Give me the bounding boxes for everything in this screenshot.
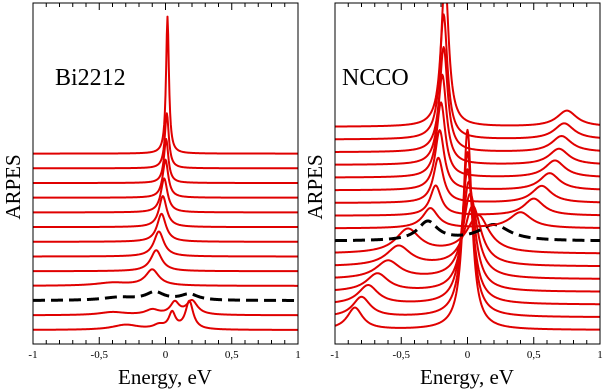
- bi2212-spectrum-curve: [33, 298, 298, 317]
- bi2212-panel-label: Bi2212: [55, 65, 126, 91]
- ncco-plot-area: -1 -0,5 0 0,5 1: [330, 2, 603, 361]
- bi2212-x-tick-label: 0,5: [225, 349, 239, 361]
- bi2212-spectrum-curve: [33, 212, 298, 243]
- bi2212-spectrum-curve: [33, 230, 298, 258]
- bi2212-spectrum-curve: [33, 112, 298, 170]
- ncco-spectrum-curve: [335, 13, 600, 141]
- bi2212-x-tick-label: 0: [163, 349, 169, 361]
- bi2212-spectrum-curve: [33, 249, 298, 273]
- bi2212-y-axis-title: ARPES: [1, 154, 25, 219]
- bi2212-panel: -1 -0,5 0 0,5 1 Bi2212 Energy, eV ARPES: [1, 2, 301, 389]
- ncco-spectrum-curve: [335, 128, 600, 331]
- ncco-y-axis-title: ARPES: [303, 154, 327, 219]
- bi2212-spectrum-curve: [33, 177, 298, 214]
- ncco-panel-label: NCCO: [342, 65, 409, 91]
- ncco-spectrum-curve: [335, 184, 600, 217]
- ncco-spectrum-curve: [335, 204, 600, 268]
- ncco-spectrum-curve: [335, 151, 600, 318]
- ncco-spectrum-curve: [335, 213, 600, 255]
- bi2212-spectrum-curve: [33, 195, 298, 229]
- ncco-spectrum-curve: [335, 168, 600, 306]
- ncco-spectrum-curve: [335, 73, 600, 166]
- bi2212-spectrum-curve: [33, 15, 298, 155]
- ncco-x-tick-label: 1: [597, 349, 603, 361]
- bi2212-spectrum-curve: [33, 158, 298, 199]
- ncco-spectrum-curve: [335, 156, 600, 204]
- ncco-spectrum-curve: [335, 46, 600, 153]
- ncco-dashed-curve: [335, 219, 600, 243]
- bi2212-x-tick-label: 1: [295, 349, 301, 361]
- ncco-x-tick-label: 0: [465, 349, 471, 361]
- bi2212-spectrum-curve: [33, 268, 298, 287]
- bi2212-x-axis-title: Energy, eV: [118, 365, 212, 389]
- bi2212-dashed-curve: [33, 289, 298, 302]
- ncco-x-tick-label: 0,5: [527, 349, 541, 361]
- ncco-x-tick-label: -1: [330, 349, 339, 361]
- bi2212-x-tick-label: -1: [28, 349, 37, 361]
- ncco-spectrum-curve: [335, 101, 600, 179]
- bi2212-x-tick-label: -0,5: [91, 349, 109, 361]
- bi2212-spectrum-curve: [33, 138, 298, 184]
- ncco-panel: -1 -0,5 0 0,5 1 NCCO Energy, eV ARPES: [303, 2, 603, 389]
- ncco-spectrum-curve: [335, 207, 600, 230]
- ncco-x-axis-title: Energy, eV: [420, 365, 514, 389]
- ncco-x-tick-label: -0,5: [393, 349, 411, 361]
- ncco-spectrum-curve: [335, 180, 600, 293]
- ncco-spectrum-curve: [335, 129, 600, 192]
- bi2212-spectrum-curve: [33, 299, 298, 331]
- ncco-spectrum-curve: [335, 3, 600, 128]
- bi2212-plot-area: -1 -0,5 0 0,5 1: [28, 2, 301, 361]
